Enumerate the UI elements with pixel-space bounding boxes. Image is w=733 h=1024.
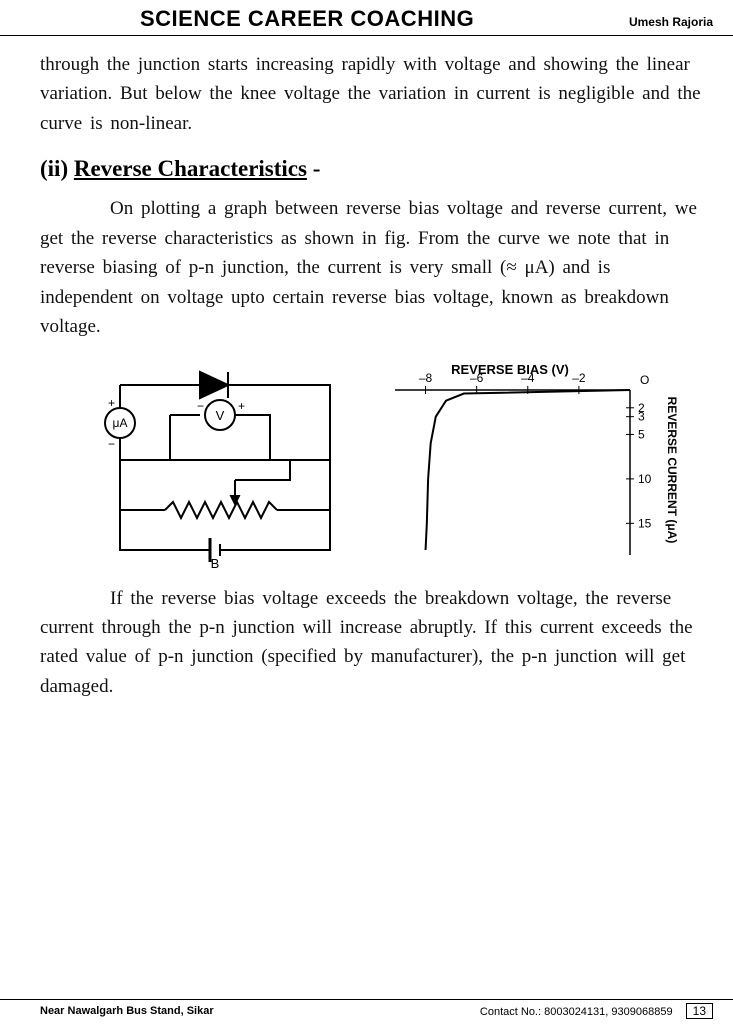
minus-sign-1: − <box>108 437 115 451</box>
svg-text:–6: –6 <box>470 371 484 385</box>
svg-text:15: 15 <box>638 516 652 530</box>
section-dash: - <box>313 156 321 181</box>
page-content: through the junction starts increasing r… <box>0 36 733 721</box>
page-header: SCIENCE CAREER COACHING Umesh Rajoria <box>0 0 733 36</box>
section-title-text: Reverse Characteristics <box>74 156 307 181</box>
battery-label: B <box>211 556 220 570</box>
minus-sign-2: − <box>197 399 204 413</box>
page-number: 13 <box>686 1003 713 1019</box>
section-prefix: (ii) <box>40 156 68 181</box>
plus-sign-1: + <box>108 396 115 410</box>
svg-text:5: 5 <box>638 427 645 441</box>
reverse-bias-chart: REVERSE BIAS (V)–8–6–4–2O2351015REVERSE … <box>380 360 680 570</box>
page-footer: Near Nawalgarh Bus Stand, Sikar Contact … <box>0 999 733 1018</box>
svg-text:O: O <box>640 373 649 387</box>
footer-contact: Contact No.: 8003024131, 9309068859 13 <box>480 1004 713 1018</box>
section-heading: (ii) Reverse Characteristics - <box>40 156 703 182</box>
voltmeter-label: V <box>216 408 225 423</box>
header-author: Umesh Rajoria <box>629 15 713 29</box>
circuit-diagram: μA + − V − + B <box>70 360 360 570</box>
paragraph-3: If the reverse bias voltage exceeds the … <box>40 584 703 702</box>
svg-text:3: 3 <box>638 409 645 423</box>
svg-text:–8: –8 <box>419 371 433 385</box>
microammeter-label: μA <box>113 416 128 430</box>
paragraph-1: through the junction starts increasing r… <box>40 50 703 138</box>
footer-address: Near Nawalgarh Bus Stand, Sikar <box>40 1005 214 1017</box>
svg-text:REVERSE BIAS (V): REVERSE BIAS (V) <box>451 362 569 377</box>
svg-text:10: 10 <box>638 471 652 485</box>
plus-sign-2: + <box>238 399 245 413</box>
header-title: SCIENCE CAREER COACHING <box>140 6 474 32</box>
figure-row: μA + − V − + B REVERSE BIAS (V) –8 –6 –4 –2 O… <box>70 360 703 570</box>
svg-text:–4: –4 <box>521 371 535 385</box>
svg-text:REVERSE CURRENT (μA): REVERSE CURRENT (μA) <box>665 396 679 543</box>
footer-contact-text: Contact No.: 8003024131, 9309068859 <box>480 1006 673 1018</box>
paragraph-2: On plotting a graph between reverse bias… <box>40 194 703 341</box>
svg-text:–2: –2 <box>572 371 586 385</box>
